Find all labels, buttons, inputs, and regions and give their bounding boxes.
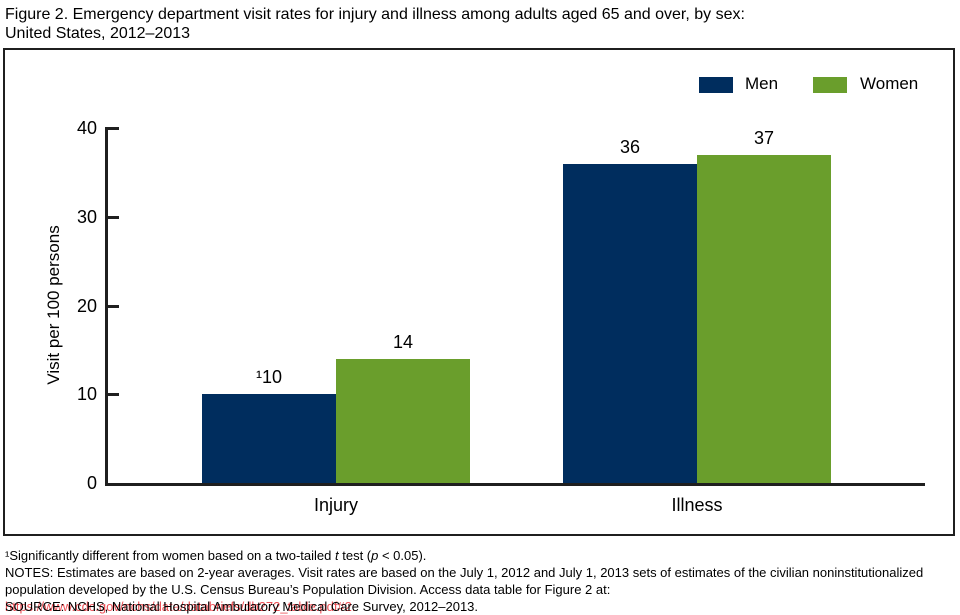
bar-men-illness	[563, 163, 697, 483]
y-tick-label-10: 10	[76, 384, 97, 405]
plot-area: Men Women Visit per 100 persons 0 10 20 30 4…	[5, 50, 953, 534]
bar-men-injury	[202, 394, 336, 483]
footnote-italic-p: p	[371, 548, 379, 563]
bar-women-illness	[697, 154, 831, 483]
legend-swatch-women	[813, 77, 847, 93]
y-tick-label-20: 20	[76, 295, 97, 316]
footnote-text: test (	[338, 548, 372, 563]
notes-text: NOTES: Estimates are based on 2-year ave…	[5, 565, 924, 597]
footnote-source: SOURCE: NCHS, National Hospital Ambulato…	[5, 599, 479, 614]
figure-title-line2: United States, 2012–2013	[5, 25, 191, 42]
data-table-link[interactable]: https://www.cdc.gov/nchs/data/databriefs…	[5, 599, 356, 614]
y-tick-30	[108, 215, 119, 219]
value-label-women-injury: 14	[392, 331, 414, 352]
legend-label-men: Men	[745, 74, 779, 93]
legend-swatch-men	[699, 77, 733, 93]
value-label-women-illness: 37	[753, 127, 775, 148]
x-category-label-injury: Injury	[313, 495, 358, 515]
y-tick-20	[108, 304, 119, 308]
footnote-text: ¹Significantly different from women base…	[5, 548, 335, 563]
value-label-men-injury: ¹10	[255, 367, 282, 388]
y-axis-line	[105, 127, 108, 486]
chart-frame: Men Women Visit per 100 persons 0 10 20 30 4…	[3, 48, 955, 536]
x-category-label-illness: Illness	[671, 495, 723, 515]
footnote-significance: ¹Significantly different from women base…	[5, 547, 953, 564]
footnote-italic-t: t	[334, 548, 339, 563]
bar-women-injury	[336, 358, 470, 483]
y-tick-label-0: 0	[86, 473, 97, 493]
figure-title-line1: Figure 2. Emergency department visit rat…	[5, 6, 745, 23]
y-tick-10	[108, 393, 119, 397]
footnote-text: < 0.05).	[378, 548, 427, 563]
footnote-notes: NOTES: Estimates are based on 2-year ave…	[5, 564, 953, 615]
legend-label-women: Women	[860, 74, 919, 93]
y-tick-label-40: 40	[76, 118, 97, 138]
x-axis-line	[105, 483, 925, 486]
y-tick-label-30: 30	[76, 206, 97, 227]
y-tick-40	[108, 127, 119, 130]
value-label-men-illness: 36	[619, 136, 641, 157]
